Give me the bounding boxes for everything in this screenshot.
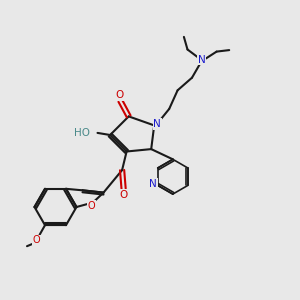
Text: O: O bbox=[116, 90, 124, 100]
Text: N: N bbox=[198, 55, 206, 65]
Text: HO: HO bbox=[74, 128, 90, 138]
Text: O: O bbox=[33, 235, 41, 245]
Text: N: N bbox=[149, 179, 157, 189]
Text: N: N bbox=[153, 119, 161, 129]
Text: O: O bbox=[119, 190, 128, 200]
Text: O: O bbox=[88, 201, 95, 211]
